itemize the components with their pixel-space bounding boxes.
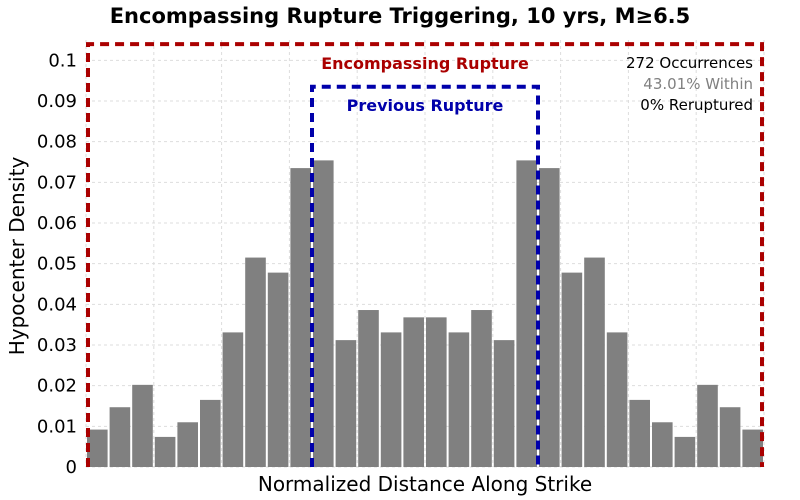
y-tick-label: 0.09 <box>37 91 77 112</box>
gridlines <box>85 40 765 468</box>
histogram-bar <box>290 168 311 467</box>
histogram-bar <box>200 399 221 467</box>
y-axis: 0 0.01 0.02 0.03 0.04 0.05 0.06 0.07 0.08 0.09 0.1 <box>37 50 77 478</box>
histogram-bar <box>471 310 492 467</box>
histogram-bar <box>742 429 763 467</box>
histogram-bar <box>132 384 153 467</box>
x-axis-label: Normalized Distance Along Strike <box>258 472 592 496</box>
y-tick-label: 0 <box>66 457 77 478</box>
histogram-bar <box>380 332 402 467</box>
histogram-bar <box>87 429 108 467</box>
histogram-bar <box>154 436 176 467</box>
histogram-bar <box>222 332 244 467</box>
histogram-bar <box>245 257 266 467</box>
histogram-bar <box>493 340 515 467</box>
histogram-bar <box>697 384 718 467</box>
histogram-bars <box>87 160 763 467</box>
histogram-bar <box>267 272 289 467</box>
annotation-text: 0% Reruptured <box>640 96 753 114</box>
y-tick-label: 0.1 <box>48 50 77 71</box>
histogram-bar <box>561 272 583 467</box>
previous-rupture-label: Previous Rupture <box>347 96 504 115</box>
y-tick-label: 0.06 <box>37 213 77 234</box>
histogram-bar <box>177 422 198 467</box>
rupture-regions: Encompassing Rupture Previous Rupture <box>86 42 764 467</box>
y-tick-label: 0.08 <box>37 132 77 153</box>
previous-rupture-outline <box>310 84 540 467</box>
chart-title: Encompassing Rupture Triggering, 10 yrs,… <box>110 4 691 28</box>
histogram-bar <box>629 399 650 467</box>
y-tick-label: 0.02 <box>37 376 77 397</box>
encompassing-rupture-label: Encompassing Rupture <box>321 54 529 73</box>
y-tick-label: 0.07 <box>37 172 77 193</box>
y-tick-label: 0.01 <box>37 416 77 437</box>
histogram-bar <box>426 317 447 467</box>
histogram-bar <box>674 436 696 467</box>
y-tick-label: 0.05 <box>37 254 77 275</box>
y-axis-label: Hypocenter Density <box>5 157 29 356</box>
histogram-bar <box>313 160 334 467</box>
histogram-bar <box>448 332 470 467</box>
histogram-bar <box>358 310 379 467</box>
histogram-bar <box>584 257 605 467</box>
histogram-bar <box>539 168 560 467</box>
histogram-bar <box>606 332 628 467</box>
histogram-bar <box>403 317 424 467</box>
annotation-text: 43.01% Within <box>643 75 753 93</box>
y-tick-label: 0.04 <box>37 294 77 315</box>
histogram-bar <box>719 407 741 467</box>
encompassing-rupture-outline <box>86 42 764 467</box>
annotations: 272 Occurrences 43.01% Within 0% Rerupture… <box>626 54 753 114</box>
histogram-bar <box>652 422 673 467</box>
annotation-text: 272 Occurrences <box>626 54 753 72</box>
histogram-bar <box>109 407 131 467</box>
histogram-bar <box>335 340 357 467</box>
y-tick-label: 0.03 <box>37 335 77 356</box>
histogram-bar <box>516 160 537 467</box>
